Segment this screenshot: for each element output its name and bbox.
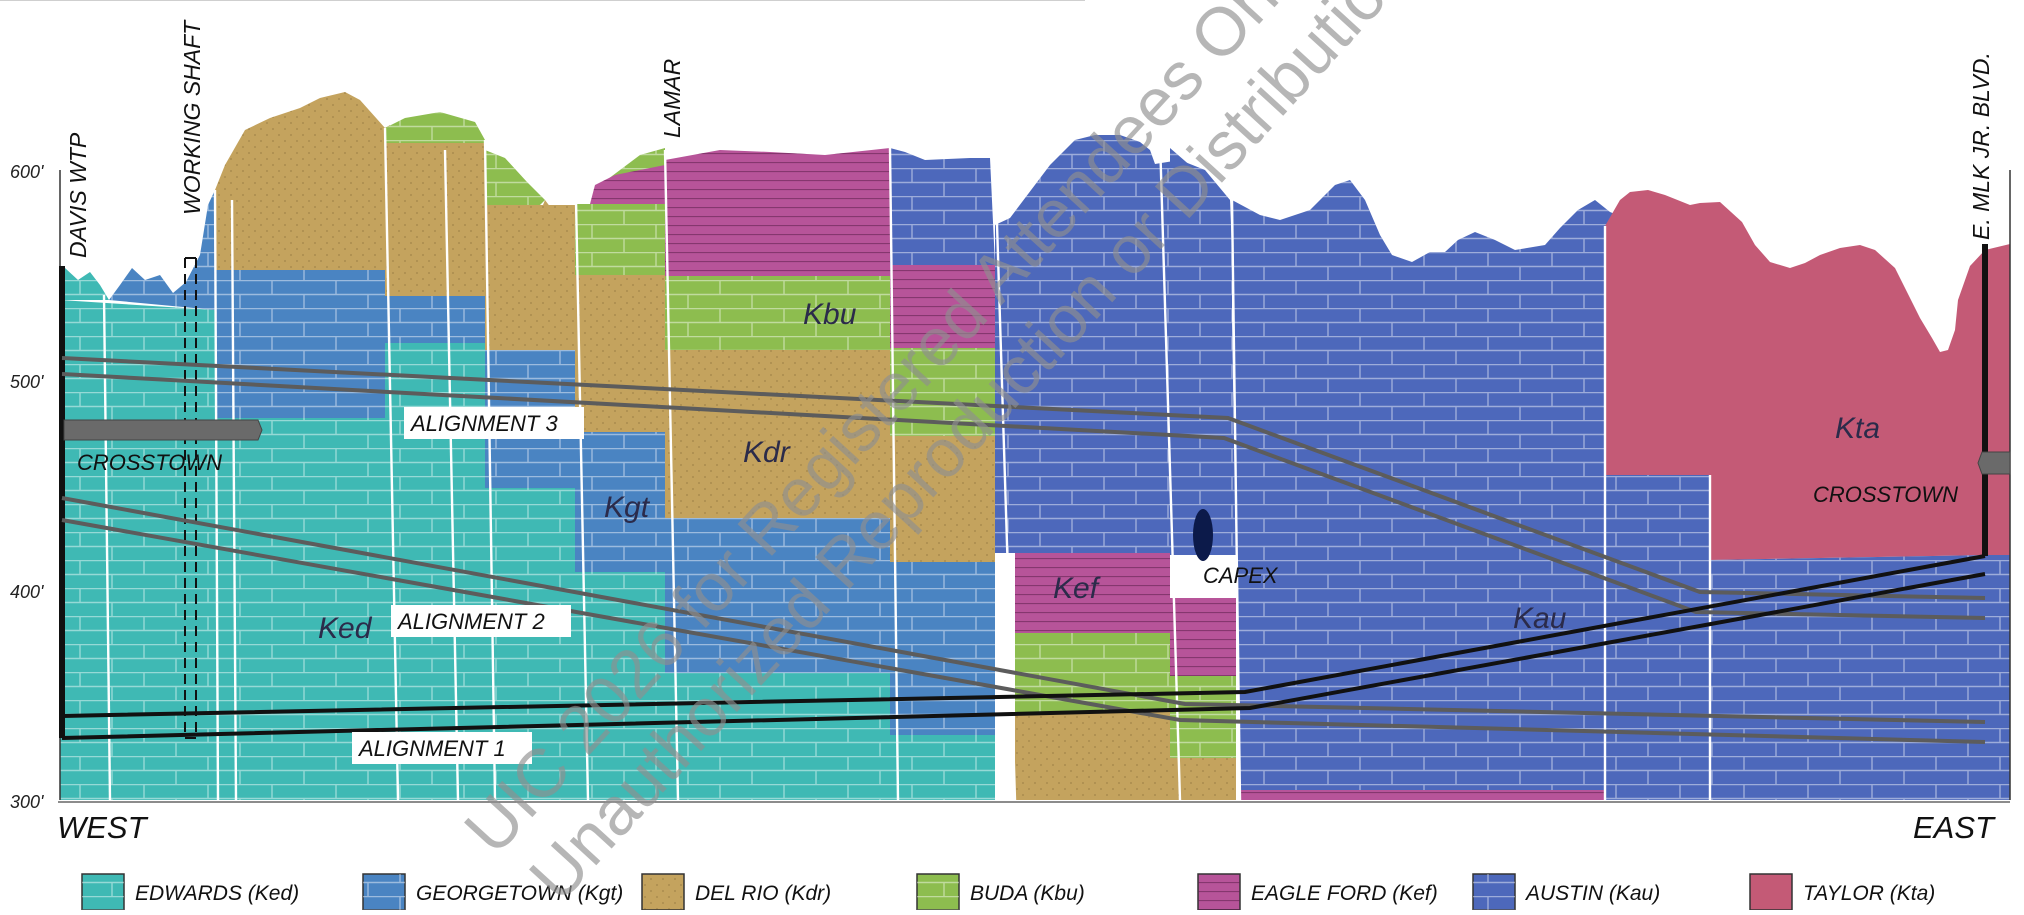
legend-swatch-pattern-kgt xyxy=(363,874,405,910)
svg-text:ALIGNMENT 1: ALIGNMENT 1 xyxy=(357,736,506,761)
strata-kbu-pattern xyxy=(1015,633,1170,712)
strata-kbu-pattern xyxy=(575,204,665,275)
contact-line xyxy=(213,189,220,801)
y-tick-600: 600' xyxy=(10,162,44,182)
location-label-mlk-blvd: E. MLK JR. BLVD. xyxy=(1968,52,1994,240)
strata-kbu-pattern xyxy=(485,150,545,205)
strata-kbu-pattern xyxy=(385,112,485,143)
strata-kdr-pattern xyxy=(1170,758,1236,800)
strata-kdr-pattern xyxy=(575,275,665,432)
contact-line xyxy=(993,159,1017,801)
strata-kdr-pattern xyxy=(385,143,485,296)
alignment-1-tunnel xyxy=(61,554,1986,740)
strata-kdr-pattern xyxy=(1015,712,1170,800)
strata-kgt-pattern xyxy=(109,190,215,310)
contact-line xyxy=(1230,199,1242,801)
strata-kef-pattern xyxy=(1170,598,1236,676)
y-tick-300: 300' xyxy=(10,792,44,812)
strata-ked-pattern xyxy=(575,572,665,800)
strata-kau-pattern xyxy=(1605,475,1710,800)
contact-line xyxy=(383,127,400,801)
strata-kgt-pattern xyxy=(575,432,665,572)
unit-label-kgt: Kgt xyxy=(604,491,651,524)
legend-label-kdr: DEL RIO (Kdr) xyxy=(695,882,831,905)
unit-label-kau: Kau xyxy=(1513,602,1567,635)
strata-kta-block xyxy=(1605,190,2010,560)
capex-marker xyxy=(1193,509,1213,561)
location-label-working-shaft: WORKING SHAFT xyxy=(179,19,205,215)
legend-swatch-pattern-kbu xyxy=(917,874,959,910)
y-tick-400: 400' xyxy=(10,582,44,602)
contact-line xyxy=(443,149,460,801)
legend-label-kgt: GEORGETOWN (Kgt) xyxy=(416,882,623,905)
contact-line xyxy=(573,149,590,801)
strata-kbu-pattern xyxy=(890,348,995,436)
svg-text:ALIGNMENT 3: ALIGNMENT 3 xyxy=(409,411,558,436)
legend-label-kbu: BUDA (Kbu) xyxy=(970,882,1085,905)
strata-kgt-pattern xyxy=(890,562,995,735)
strata-kdr-pattern xyxy=(215,92,395,270)
strata-kau-pattern xyxy=(890,148,995,265)
strata-ked-pattern xyxy=(385,343,485,800)
alignment-1-label: ALIGNMENT 1 xyxy=(352,732,532,764)
strata-kgt-pattern xyxy=(385,296,485,343)
strata-ked-pattern xyxy=(485,488,575,800)
strata-kgt-pattern xyxy=(665,518,890,673)
contact-line xyxy=(663,149,680,801)
legend-swatch-kta xyxy=(1749,873,1793,911)
unit-label-kdr: Kdr xyxy=(743,436,791,469)
y-tick-500: 500' xyxy=(10,372,44,392)
crosstown-tunnel-west xyxy=(63,419,263,441)
alignment-2-label: ALIGNMENT 2 xyxy=(391,605,571,637)
legend-label-kau: AUSTIN (Kau) xyxy=(1524,882,1660,905)
legend-swatch-pattern-kef xyxy=(1198,874,1240,910)
strata-kau-pattern xyxy=(1170,148,1236,555)
location-label-lamar: LAMAR xyxy=(659,59,685,138)
legend-swatch-pattern-ked xyxy=(82,874,124,910)
legend-label-kef: EAGLE FORD (Kef) xyxy=(1251,882,1438,905)
strata-ked-pattern xyxy=(60,268,109,300)
legend-swatch-pattern-kau xyxy=(1473,874,1515,910)
svg-text:ALIGNMENT 2: ALIGNMENT 2 xyxy=(396,609,545,634)
strata-kgt-pattern xyxy=(215,270,395,418)
alignment-3-label: ALIGNMENT 3 xyxy=(404,407,584,439)
strata-kdr-pattern xyxy=(485,200,575,350)
strata-kbu-pattern xyxy=(665,276,890,350)
unit-label-kta: Kta xyxy=(1835,412,1880,445)
contact-line xyxy=(483,139,497,801)
strata-kef-pattern xyxy=(1015,553,1170,633)
location-label-davis-wtp: DAVIS WTP xyxy=(65,132,91,258)
legend-label-ked: EDWARDS (Ked) xyxy=(135,882,299,905)
strata-ked-pattern xyxy=(215,418,395,800)
legend: EDWARDS (Ked) GEORGETOWN (Kgt) DEL RIO (Kd… xyxy=(81,873,1935,911)
direction-east: EAST xyxy=(1913,810,1996,845)
unit-label-kef: Kef xyxy=(1053,572,1101,605)
contact-line xyxy=(888,147,900,801)
strata-kau-pattern xyxy=(1232,180,1655,800)
working-shaft xyxy=(184,257,197,739)
contact-line xyxy=(1158,139,1182,801)
crosstown-label-east: CROSSTOWN xyxy=(1813,482,1958,507)
legend-label-kta: TAYLOR (Kta) xyxy=(1803,882,1935,905)
alignment-2-tunnel xyxy=(61,496,1986,744)
strata-kef-pattern xyxy=(590,165,665,204)
crosstown-tunnel-east xyxy=(1977,451,2011,475)
strata-kef-pattern xyxy=(890,265,995,348)
strata-kef-pattern xyxy=(1240,790,1605,800)
capex-label: CAPEX xyxy=(1203,563,1279,588)
strata-ked-pattern xyxy=(665,673,890,800)
crosstown-label-west: CROSSTOWN xyxy=(77,450,222,475)
strata-kef-pattern xyxy=(665,148,890,276)
strata-kbu-pattern xyxy=(1170,676,1236,758)
unit-label-ked: Ked xyxy=(318,612,373,645)
strata-kdr-pattern xyxy=(890,436,995,562)
direction-west: WEST xyxy=(57,810,149,845)
alignment-3-tunnel xyxy=(61,356,1986,620)
legend-swatch-pattern-kdr xyxy=(642,874,684,910)
strata-ked-pattern xyxy=(890,735,995,800)
contact-line xyxy=(230,199,238,801)
unit-label-kbu: Kbu xyxy=(803,298,857,331)
